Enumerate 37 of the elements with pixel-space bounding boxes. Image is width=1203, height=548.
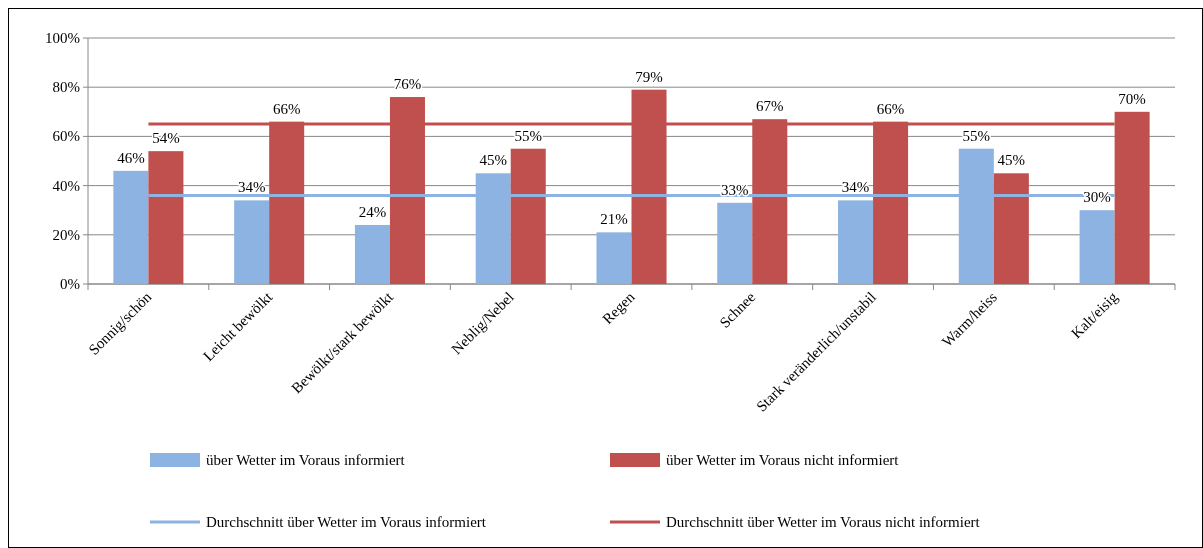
data-label: 55% (962, 127, 991, 144)
y-tick-label: 0% (60, 276, 80, 292)
data-label: 46% (117, 149, 145, 166)
y-tick-label: 40% (52, 177, 80, 194)
data-label: 45% (479, 152, 507, 169)
bar (1079, 210, 1115, 284)
data-label: 67% (756, 98, 784, 115)
y-tick-label: 60% (52, 128, 80, 145)
y-tick-label: 20% (52, 226, 80, 243)
data-label: 66% (272, 100, 301, 117)
bar (717, 202, 753, 284)
data-label: 24% (358, 203, 387, 220)
data-label: 45% (997, 152, 1026, 169)
data-label: 54% (152, 130, 180, 147)
data-label: 30% (1083, 189, 1111, 206)
data-label: 33% (721, 181, 749, 198)
bar (510, 148, 546, 284)
bar (596, 232, 632, 284)
data-label: 34% (841, 179, 870, 196)
bar (354, 224, 390, 284)
y-tick-label: 100% (45, 30, 80, 46)
legend-label: über Wetter im Voraus nicht informiert (666, 452, 900, 468)
bar (993, 173, 1029, 284)
legend-label: Durchschnitt über Wetter im Voraus informiert (206, 514, 487, 530)
data-label: 70% (1118, 90, 1146, 107)
legend-label: über Wetter im Voraus informiert (206, 452, 406, 468)
data-label: 66% (876, 100, 905, 117)
data-label: 34% (237, 179, 266, 196)
bar (234, 200, 270, 284)
data-label: 79% (635, 68, 663, 85)
data-label: 55% (514, 127, 542, 144)
bar (148, 151, 184, 284)
data-label: 21% (600, 211, 628, 228)
bar (838, 200, 874, 284)
data-label: 76% (393, 76, 422, 93)
y-tick-label: 80% (52, 79, 80, 96)
legend-label: Durchschnitt über Wetter im Voraus nicht informiert (666, 514, 981, 530)
